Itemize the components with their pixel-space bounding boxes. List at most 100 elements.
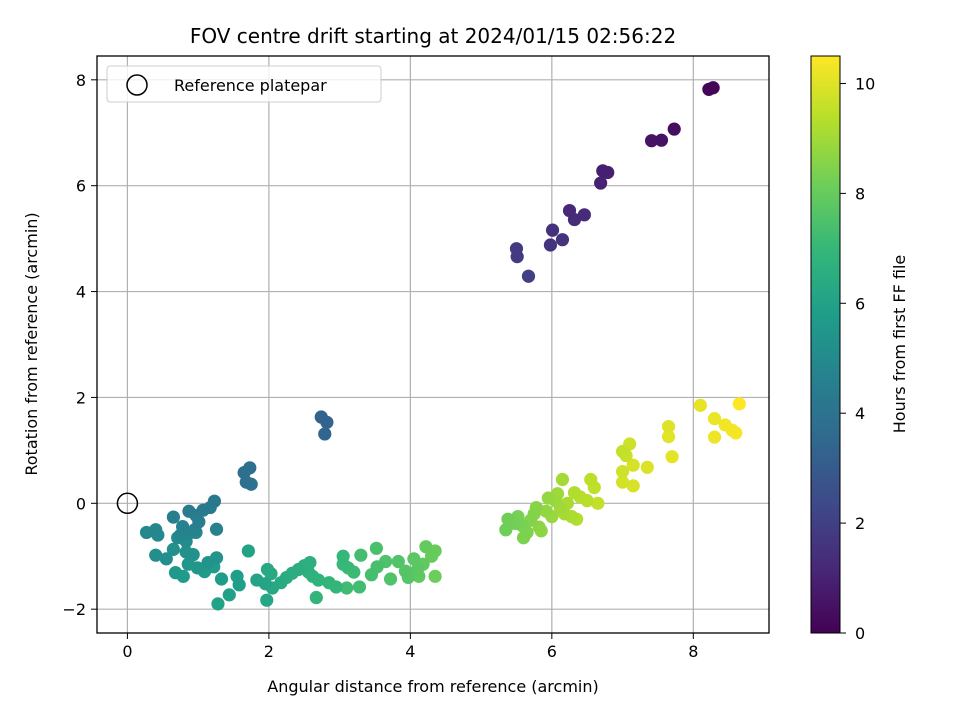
data-point xyxy=(707,412,722,426)
data-point xyxy=(352,580,367,594)
data-point xyxy=(665,450,679,464)
data-point xyxy=(424,549,439,563)
data-point xyxy=(555,472,570,487)
y-tick-label: 8 xyxy=(76,71,86,90)
data-point xyxy=(322,576,336,590)
x-tick-label: 0 xyxy=(122,642,132,661)
colorbar-gradient xyxy=(810,55,841,634)
legend-marker-icon xyxy=(126,74,148,96)
data-point xyxy=(211,597,225,611)
data-point xyxy=(615,464,630,479)
data-point xyxy=(567,486,582,500)
colorbar-tick-label: 2 xyxy=(855,514,865,533)
data-point xyxy=(594,176,608,190)
data-point xyxy=(250,573,264,587)
data-point xyxy=(626,458,640,472)
data-point xyxy=(182,504,196,518)
data-point xyxy=(222,588,236,602)
colorbar-tick-label: 6 xyxy=(855,294,865,313)
reference-layer xyxy=(116,492,139,515)
data-point xyxy=(209,522,224,536)
x-ticks: 0 2 4 6 8 xyxy=(122,633,698,661)
data-point xyxy=(501,512,515,526)
data-point xyxy=(516,531,531,545)
data-point xyxy=(562,203,577,218)
data-point xyxy=(732,397,746,411)
colorbar-tick-label: 8 xyxy=(855,184,865,203)
data-point xyxy=(615,475,630,489)
data-point xyxy=(175,519,190,534)
data-point xyxy=(364,568,379,582)
data-point xyxy=(336,549,350,563)
data-point xyxy=(626,479,640,493)
data-point xyxy=(410,562,425,577)
data-point xyxy=(166,510,180,524)
data-point xyxy=(499,523,513,537)
chart-title: FOV centre drift starting at 2024/01/15 … xyxy=(190,24,676,48)
y-tick-label: 4 xyxy=(76,283,86,302)
x-tick-label: 8 xyxy=(688,642,698,661)
data-point xyxy=(179,545,193,559)
y-tick-label: 6 xyxy=(76,177,86,196)
data-point xyxy=(149,523,163,537)
data-point xyxy=(591,496,605,510)
data-point xyxy=(521,269,536,283)
data-point xyxy=(318,427,332,441)
data-point xyxy=(391,554,405,569)
data-point xyxy=(543,238,558,252)
data-point xyxy=(615,444,630,459)
y-ticks: −2 0 2 4 6 8 xyxy=(62,71,97,619)
data-point xyxy=(214,572,229,586)
x-tick-label: 6 xyxy=(547,642,557,661)
data-points xyxy=(139,81,746,611)
colorbar: 0 2 4 6 8 10 Hours from first FF file xyxy=(810,55,909,643)
data-point xyxy=(693,398,707,412)
data-point xyxy=(640,460,654,474)
data-point xyxy=(201,555,215,570)
data-point xyxy=(383,572,398,586)
data-point xyxy=(541,491,555,505)
data-point xyxy=(596,164,610,178)
colorbar-tick-label: 4 xyxy=(855,404,865,423)
data-point xyxy=(644,134,659,148)
data-point xyxy=(166,542,180,556)
data-point xyxy=(314,410,328,424)
x-axis-label: Angular distance from reference (arcmin) xyxy=(267,677,598,696)
y-tick-label: 0 xyxy=(76,494,86,513)
data-point xyxy=(428,569,442,583)
data-point xyxy=(369,541,384,555)
y-axis-label: Rotation from reference (arcmin) xyxy=(22,212,41,475)
data-point xyxy=(260,593,274,607)
data-point xyxy=(241,544,255,558)
data-point xyxy=(419,540,433,554)
data-point xyxy=(661,430,676,444)
data-point xyxy=(661,419,676,434)
data-point xyxy=(577,208,591,222)
grid xyxy=(97,56,769,633)
colorbar-label: Hours from first FF file xyxy=(890,255,909,434)
data-point xyxy=(340,581,354,595)
data-point xyxy=(207,494,222,508)
data-point xyxy=(654,133,669,147)
data-point xyxy=(196,503,210,517)
colorbar-ticks: 0 2 4 6 8 10 xyxy=(840,74,875,643)
colorbar-tick-label: 0 xyxy=(855,624,865,643)
data-point xyxy=(545,223,560,237)
axes-frame xyxy=(96,55,770,634)
y-tick-label: −2 xyxy=(62,600,86,619)
data-point xyxy=(555,233,570,247)
x-tick-label: 4 xyxy=(405,642,415,661)
data-point xyxy=(584,472,598,487)
data-point xyxy=(309,590,323,605)
data-point xyxy=(230,569,244,583)
legend: Reference platepar xyxy=(106,65,382,103)
data-point xyxy=(706,81,720,95)
data-point xyxy=(707,430,722,444)
data-point xyxy=(159,552,173,566)
data-point xyxy=(237,466,251,480)
data-point xyxy=(260,562,275,577)
legend-entry-label: Reference platepar xyxy=(174,76,327,95)
data-point xyxy=(539,504,553,518)
data-point xyxy=(168,566,183,580)
